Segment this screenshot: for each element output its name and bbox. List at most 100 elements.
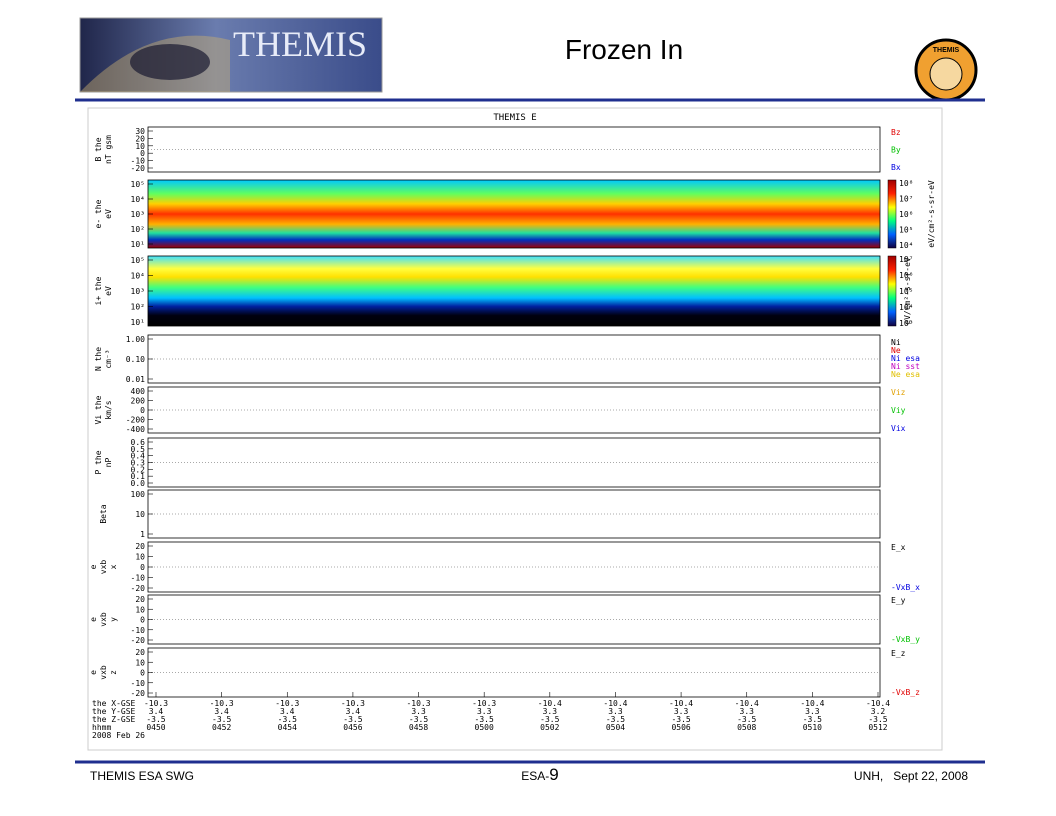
- time-value: 3.3: [411, 707, 426, 716]
- panel-label: x: [109, 564, 118, 569]
- time-value: 0454: [278, 723, 297, 732]
- footer-prefix: ESA-: [521, 769, 549, 783]
- panel-label: e: [89, 617, 98, 622]
- time-value: -3.5: [409, 715, 428, 724]
- y-tick-label: 0.6: [131, 438, 146, 447]
- panel-label: vxb: [99, 665, 108, 680]
- panel-label: vxb: [99, 560, 108, 575]
- panel-label: cm⁻³: [104, 349, 113, 368]
- y-tick-label: 0.1: [131, 472, 146, 481]
- y-tick-label: 0: [140, 149, 145, 158]
- y-tick-label: 10⁴: [131, 195, 145, 204]
- y-tick-label: 10: [135, 553, 145, 562]
- time-value: 3.4: [149, 707, 164, 716]
- colorbar-tick-label: 10⁴: [899, 241, 913, 250]
- y-tick-label: 100: [131, 490, 146, 499]
- figure-title: THEMIS E: [493, 113, 536, 123]
- slide-title: Frozen In: [565, 34, 683, 65]
- panel-label: eV: [104, 286, 113, 296]
- colorbar: [887, 255, 897, 327]
- time-value: 0500: [475, 723, 494, 732]
- time-value: 3.3: [608, 707, 623, 716]
- y-tick-label: -200: [126, 416, 145, 425]
- legend-label: Ni esa: [891, 354, 920, 363]
- y-tick-label: -10: [131, 157, 146, 166]
- y-tick-label: 10²: [131, 303, 145, 312]
- time-value: -3.5: [475, 715, 494, 724]
- time-row-label: the X-GSE: [92, 699, 136, 708]
- colorbar-tick-label: 10⁵: [899, 226, 913, 235]
- colorbar-tick-label: 10³: [899, 319, 913, 328]
- footer-left: THEMIS ESA SWG: [90, 769, 194, 783]
- panel-label: e- the: [94, 199, 103, 228]
- panel-label: y: [109, 617, 118, 622]
- panel-label: e: [89, 670, 98, 675]
- colorbar-label: eV/cm²-s-sr-eV: [903, 257, 912, 325]
- logo-text: THEMIS: [233, 24, 367, 64]
- time-value: 3.4: [346, 707, 361, 716]
- colorbar-tick-label: 10⁵: [899, 287, 913, 296]
- time-value: -10.3: [275, 699, 299, 708]
- footer-center: ESA-9: [521, 765, 558, 784]
- badge: THEMIS: [914, 38, 978, 102]
- legend-label: E_x: [891, 543, 906, 552]
- time-row-label: the Y-GSE: [92, 707, 136, 716]
- logo-frame: [79, 17, 383, 93]
- legend-label: Bx: [891, 163, 901, 172]
- time-value: -10.4: [866, 699, 890, 708]
- legend-label: E_y: [891, 596, 906, 605]
- time-value: -10.4: [800, 699, 824, 708]
- y-tick-label: 1.00: [126, 335, 145, 344]
- y-tick-label: 0.5: [131, 445, 146, 454]
- legend-label: Ni: [891, 338, 901, 347]
- colorbar-tick-label: 10⁷: [899, 195, 913, 204]
- colorbar-tick-label: 10⁶: [899, 210, 913, 219]
- legend-label: By: [891, 146, 901, 155]
- time-value: -10.4: [669, 699, 693, 708]
- y-tick-label: -20: [131, 584, 146, 593]
- time-value: -3.5: [540, 715, 559, 724]
- panel-label: e: [89, 564, 98, 569]
- time-value: -10.3: [472, 699, 496, 708]
- time-value: 0450: [146, 723, 165, 732]
- y-tick-label: 400: [131, 387, 146, 396]
- time-row-label: the Z-GSE: [92, 715, 136, 724]
- y-tick-label: 0: [140, 616, 145, 625]
- time-value: 3.3: [740, 707, 755, 716]
- y-tick-label: 0: [140, 563, 145, 572]
- time-value: 0458: [409, 723, 428, 732]
- y-tick-label: 0.01: [126, 375, 145, 384]
- panel-frame: [147, 126, 881, 173]
- y-tick-label: -10: [131, 626, 146, 635]
- panel-label: vxb: [99, 612, 108, 627]
- y-tick-label: 200: [131, 397, 146, 406]
- panel-label: nT gsm: [104, 135, 113, 164]
- time-value: 3.3: [477, 707, 492, 716]
- legend-label: Bz: [891, 128, 901, 137]
- colorbar-tick-label: 10⁶: [899, 271, 913, 280]
- y-tick-label: -400: [126, 425, 145, 434]
- time-value: -3.5: [868, 715, 887, 724]
- panel-label: Beta: [99, 504, 108, 523]
- y-tick-label: 10⁴: [131, 272, 145, 281]
- panel-label: km/s: [104, 400, 113, 419]
- time-value: -10.3: [406, 699, 430, 708]
- time-value: -10.3: [144, 699, 168, 708]
- panel-label: N the: [94, 347, 103, 371]
- panel-label: Vi the: [94, 395, 103, 424]
- panel-label: B the: [94, 137, 103, 161]
- y-tick-label: 30: [135, 127, 145, 136]
- time-value: 0508: [737, 723, 756, 732]
- footer-number: 9: [549, 765, 558, 784]
- y-tick-label: 20: [135, 542, 145, 551]
- time-value: -3.5: [803, 715, 822, 724]
- date-label: 2008 Feb 26: [92, 731, 145, 740]
- logo: THEMIS: [79, 17, 383, 93]
- y-tick-label: 10: [135, 510, 145, 519]
- time-value: -3.5: [671, 715, 690, 724]
- y-tick-label: 0.3: [131, 459, 146, 468]
- time-value: 3.2: [871, 707, 886, 716]
- panel-label: nP: [104, 458, 113, 468]
- time-value: 3.3: [805, 707, 820, 716]
